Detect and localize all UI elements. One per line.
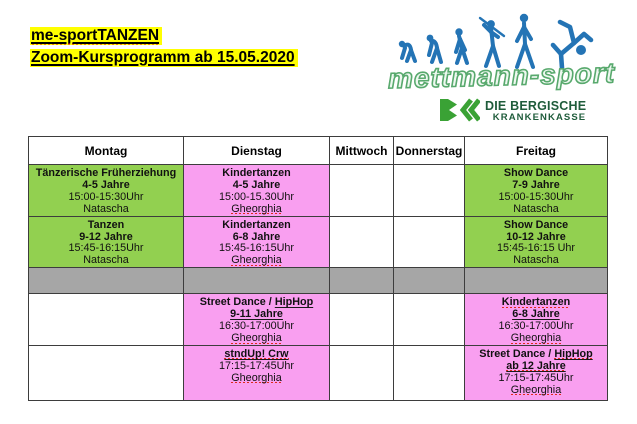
day-header-montag: Montag bbox=[28, 136, 184, 165]
empty-cell-donnerstag-3 bbox=[393, 293, 465, 346]
course-time: 17:15-17:45Uhr bbox=[498, 371, 574, 384]
course-cell-dienstag-2: Kindertanzen 6-8 Jahre 15:45-16:15Uhr Gh… bbox=[183, 215, 330, 269]
instructor-name: Natascha bbox=[83, 254, 129, 267]
course-name: Street Dance / HipHop bbox=[479, 347, 593, 360]
day-header-dienstag: Dienstag bbox=[183, 136, 330, 165]
separator-cell bbox=[329, 267, 394, 295]
empty-cell-mittwoch-2 bbox=[329, 215, 394, 269]
instructor-name: Gheorghia bbox=[231, 254, 282, 267]
bkk-logo: DIE BERGISCHE KRANKENKASSE bbox=[438, 98, 586, 124]
course-row-1: Tänzerische Früherziehung 4-5 Jahre 15:0… bbox=[28, 164, 608, 217]
empty-cell-donnerstag-2 bbox=[393, 215, 465, 269]
instructor-name: Gheorghia bbox=[231, 331, 282, 344]
bkk-mark-icon bbox=[440, 98, 480, 122]
page-subtitle-text: Zoom-Kursprogramm ab 15.05.2020 bbox=[30, 49, 298, 67]
evolution-figures-icon bbox=[398, 13, 594, 71]
course-cell-dienstag-3: Street Dance / HipHop 9-11 Jahre 16:30-1… bbox=[183, 293, 330, 346]
course-name: Tanzen bbox=[87, 218, 125, 231]
course-name: Kindertanzen bbox=[501, 296, 571, 309]
instructor-name: Gheorghia bbox=[231, 202, 282, 215]
day-header-donnerstag: Donnerstag bbox=[393, 136, 465, 165]
page-title: me-sportTANZEN bbox=[30, 25, 298, 47]
empty-cell-mittwoch-3 bbox=[329, 293, 394, 346]
age-range: 6-8 Jahre bbox=[232, 230, 281, 243]
course-time: 15:00-15:30Uhr bbox=[68, 190, 144, 203]
instructor-name: Gheorghia bbox=[231, 371, 282, 384]
age-range: 9-11 Jahre bbox=[230, 308, 283, 321]
separator-cell bbox=[393, 267, 465, 295]
course-schedule-table: Montag Dienstag Mittwoch Donnerstag Frei… bbox=[28, 136, 608, 401]
instructor-name: Natascha bbox=[513, 202, 559, 215]
age-range: 7-9 Jahre bbox=[512, 178, 560, 191]
course-name: Show Dance bbox=[503, 167, 569, 179]
bkk-name-line1: DIE BERGISCHE bbox=[485, 99, 587, 113]
course-time: 16:30-17:00Uhr bbox=[218, 320, 295, 333]
separator-row bbox=[28, 267, 608, 295]
course-cell-freitag-4: Street Dance / HipHop ab 12 Jahre 17:15-… bbox=[464, 344, 608, 401]
empty-cell-montag-3 bbox=[28, 293, 184, 346]
course-time: 15:45-16:15Uhr bbox=[68, 242, 144, 255]
course-name: stndUp! Crw bbox=[224, 347, 289, 360]
page-title-block: me-sportTANZEN Zoom-Kursprogramm ab 15.0… bbox=[30, 25, 298, 69]
course-row-3: Street Dance / HipHop 9-11 Jahre 16:30-1… bbox=[28, 293, 608, 346]
course-cell-dienstag-1: Kindertanzen 4-5 Jahre 15:00-15.30Uhr Gh… bbox=[183, 164, 330, 217]
course-time: 15:00-15.30Uhr bbox=[218, 190, 295, 203]
separator-cell bbox=[464, 267, 608, 295]
separator-cell bbox=[28, 267, 184, 295]
empty-cell-mittwoch-1 bbox=[329, 164, 394, 217]
course-time: 16:30-17:00Uhr bbox=[498, 320, 574, 333]
instructor-name: Natascha bbox=[83, 202, 129, 215]
course-name: Tänzerische Früherziehung bbox=[35, 167, 177, 179]
course-time: 15:45-16:15Uhr bbox=[218, 242, 295, 255]
empty-cell-montag-4 bbox=[28, 344, 184, 401]
course-time: 15:45-16:15 Uhr bbox=[496, 242, 576, 255]
course-cell-freitag-2: Show Dance 10-12 Jahre 15:45-16:15 Uhr N… bbox=[464, 215, 608, 269]
course-row-4: stndUp! Crw 17:15-17:45Uhr Gheorghia Str… bbox=[28, 344, 608, 401]
course-time: 15:00-15:30Uhr bbox=[498, 190, 574, 203]
age-range: ab 12 Jahre bbox=[506, 359, 566, 372]
page-subtitle: Zoom-Kursprogramm ab 15.05.2020 bbox=[30, 47, 298, 69]
page-title-text: me-sportTANZEN bbox=[30, 27, 163, 45]
age-range: 9-12 Jahre bbox=[79, 230, 133, 243]
instructor-name: Gheorghia bbox=[510, 383, 562, 396]
course-name: Kindertanzen bbox=[222, 218, 291, 231]
age-range: 10-12 Jahre bbox=[506, 230, 566, 243]
instructor-name: Gheorghia bbox=[510, 331, 562, 344]
course-cell-dienstag-4: stndUp! Crw 17:15-17:45Uhr Gheorghia bbox=[183, 344, 330, 401]
day-header-mittwoch: Mittwoch bbox=[329, 136, 394, 165]
course-name: Show Dance bbox=[503, 218, 569, 231]
course-cell-montag-1: Tänzerische Früherziehung 4-5 Jahre 15:0… bbox=[28, 164, 184, 217]
empty-cell-mittwoch-4 bbox=[329, 344, 394, 401]
day-header-freitag: Freitag bbox=[464, 136, 608, 165]
course-cell-montag-2: Tanzen 9-12 Jahre 15:45-16:15Uhr Natasch… bbox=[28, 215, 184, 269]
age-range: 4-5 Jahre bbox=[232, 178, 281, 191]
course-cell-freitag-3: Kindertanzen 6-8 Jahre 16:30-17:00Uhr Gh… bbox=[464, 293, 608, 346]
age-range: 6-8 Jahre bbox=[512, 308, 560, 321]
course-row-2: Tanzen 9-12 Jahre 15:45-16:15Uhr Natasch… bbox=[28, 215, 608, 269]
empty-cell-donnerstag-4 bbox=[393, 344, 465, 401]
brand-wordmark: mettmann-sport bbox=[387, 56, 616, 95]
instructor-name: Natascha bbox=[513, 254, 559, 267]
course-name: Kindertanzen bbox=[222, 167, 291, 179]
course-name: Street Dance / HipHop bbox=[199, 296, 314, 309]
bkk-name-line2: KRANKENKASSE bbox=[492, 112, 587, 123]
age-range: 4-5 Jahre bbox=[82, 178, 130, 191]
separator-cell bbox=[183, 267, 330, 295]
course-cell-freitag-1: Show Dance 7-9 Jahre 15:00-15:30Uhr Nata… bbox=[464, 164, 608, 217]
header-row: Montag Dienstag Mittwoch Donnerstag Frei… bbox=[28, 136, 608, 165]
bkk-text: DIE BERGISCHE KRANKENKASSE bbox=[485, 100, 586, 124]
empty-cell-donnerstag-1 bbox=[393, 164, 465, 217]
course-time: 17:15-17:45Uhr bbox=[218, 359, 295, 372]
